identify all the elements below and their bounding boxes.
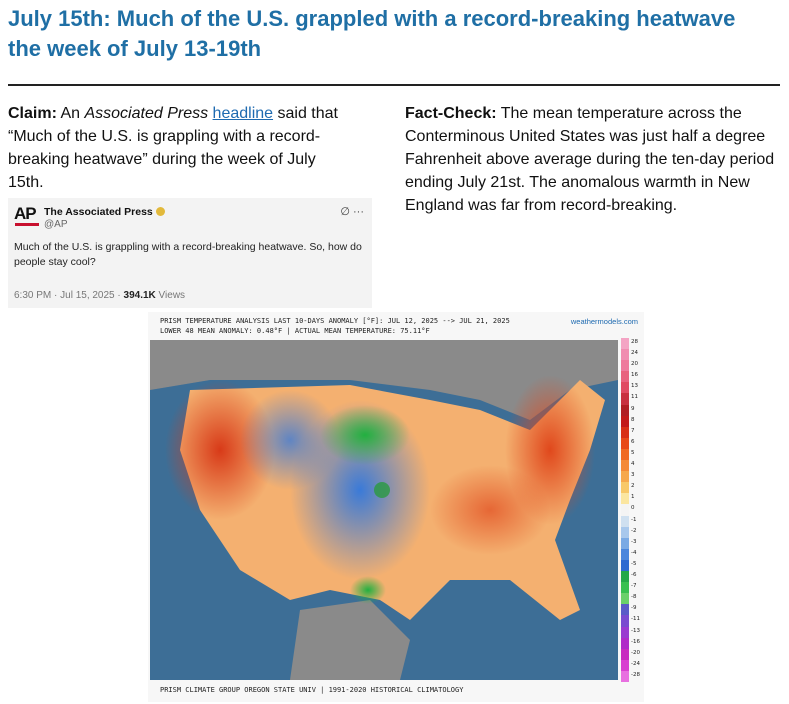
scale-label: 24 xyxy=(631,350,638,357)
claim-text: said that “Much of the U.S. is grappling… xyxy=(8,105,338,191)
scale-label: 2 xyxy=(631,483,635,490)
fact-check-paragraph: Fact-Check: The mean temperature across … xyxy=(405,102,775,217)
scale-swatch xyxy=(621,670,629,683)
scale-label: -11 xyxy=(631,616,640,623)
scale-label: -16 xyxy=(631,638,640,645)
scale-swatch xyxy=(621,659,629,672)
fact-check-text: The mean temperature across the Contermi… xyxy=(405,105,775,214)
scale-swatch xyxy=(621,515,629,528)
scale-swatch xyxy=(621,360,629,372)
scale-label: -1 xyxy=(631,516,637,523)
map-source: weathermodels.com xyxy=(570,317,638,326)
scale-label: -3 xyxy=(631,538,637,545)
scale-swatch xyxy=(621,559,629,572)
scale-swatch xyxy=(621,382,629,394)
scale-label: 6 xyxy=(631,438,635,445)
scale-swatch xyxy=(621,526,629,539)
scale-swatch xyxy=(621,482,629,494)
tweet-meta: 6:30 PM · Jul 15, 2025 · 394.1K Views xyxy=(14,290,185,301)
scale-swatch xyxy=(621,593,629,605)
scale-swatch xyxy=(621,648,629,661)
tweet-views-label: Views xyxy=(155,290,186,301)
scale-swatch xyxy=(621,537,629,550)
scale-label: -20 xyxy=(631,649,640,656)
scale-label: 5 xyxy=(631,449,635,456)
scale-swatch xyxy=(621,460,629,472)
scale-swatch xyxy=(621,571,629,583)
scale-label: -28 xyxy=(631,671,640,678)
map-image xyxy=(150,340,618,680)
scale-label: 3 xyxy=(631,472,635,479)
tweet-author-name: The Associated Press xyxy=(44,206,153,218)
map-footer: PRISM CLIMATE GROUP OREGON STATE UNIV | … xyxy=(160,686,464,694)
scale-label: -24 xyxy=(631,660,640,667)
scale-swatch xyxy=(621,471,629,483)
scale-swatch xyxy=(621,637,629,650)
scale-swatch xyxy=(621,393,629,406)
headline-link[interactable]: headline xyxy=(212,105,274,122)
color-scale-legend: 28 24 20 16 13 11 9 8 7 6 5 4 3 2 1 0 -1 -2 -3 -4 -5 -6 -7 -8 -9… xyxy=(621,338,641,683)
scale-label: 13 xyxy=(631,383,638,390)
scale-swatch xyxy=(621,504,629,517)
claim-paragraph: Claim: An Associated Press headline said… xyxy=(8,102,348,194)
tweet-time: 6:30 PM · Jul 15, 2025 · xyxy=(14,290,124,301)
tweet-more-icon[interactable]: ∅ ··· xyxy=(340,206,364,218)
map-header-line1: PRISM TEMPERATURE ANALYSIS LAST 10-DAYS … xyxy=(160,317,510,325)
scale-label: 1 xyxy=(631,494,635,501)
scale-swatch xyxy=(621,448,629,461)
scale-swatch xyxy=(621,404,629,417)
scale-swatch xyxy=(621,626,629,639)
scale-label: -9 xyxy=(631,605,637,612)
scale-label: 11 xyxy=(631,394,638,401)
claim-outlet: Associated Press xyxy=(84,105,209,122)
scale-label: 16 xyxy=(631,372,638,379)
scale-swatch xyxy=(621,349,629,361)
scale-label: -13 xyxy=(631,627,640,634)
divider xyxy=(8,84,780,86)
scale-label: 9 xyxy=(631,405,635,412)
scale-swatch xyxy=(621,437,629,450)
tweet-handle: @AP xyxy=(44,219,68,230)
scale-label: -6 xyxy=(631,572,637,579)
scale-swatch xyxy=(621,582,629,594)
claim-pre: An xyxy=(56,105,85,122)
scale-swatch xyxy=(621,415,629,428)
scale-label: 28 xyxy=(631,339,638,345)
scale-label: 20 xyxy=(631,361,638,368)
embedded-tweet: AP The Associated Press @AP ∅ ··· Much o… xyxy=(8,198,372,308)
map-header-line2: LOWER 48 MEAN ANOMALY: 0.48°F | ACTUAL M… xyxy=(160,327,430,335)
page-title: July 15th: Much of the U.S. grappled wit… xyxy=(8,6,736,61)
scale-label: -2 xyxy=(631,527,637,534)
scale-label: 0 xyxy=(631,505,635,512)
scale-swatch xyxy=(621,426,629,439)
scale-swatch xyxy=(621,371,629,383)
scale-label: -7 xyxy=(631,583,637,590)
temperature-anomaly-map: PRISM TEMPERATURE ANALYSIS LAST 10-DAYS … xyxy=(148,312,644,702)
scale-swatch xyxy=(621,604,629,616)
scale-label: 8 xyxy=(631,416,635,423)
verified-badge-icon xyxy=(155,207,165,216)
scale-label: 7 xyxy=(631,427,635,434)
scale-label: -5 xyxy=(631,560,637,567)
scale-swatch xyxy=(621,548,629,561)
scale-label: 4 xyxy=(631,461,635,468)
tweet-author: The Associated Press xyxy=(44,206,165,218)
scale-label: -4 xyxy=(631,549,637,556)
claim-label: Claim: xyxy=(8,105,57,122)
scale-label: -8 xyxy=(631,594,637,601)
scale-swatch xyxy=(621,615,629,627)
scale-swatch xyxy=(621,338,629,350)
ap-logo: AP xyxy=(14,204,37,223)
fact-check-label: Fact-Check: xyxy=(405,105,497,122)
ap-logo-bar xyxy=(15,223,39,226)
tweet-text: Much of the U.S. is grappling with a rec… xyxy=(14,241,362,268)
scale-swatch xyxy=(621,493,629,505)
tweet-views-count: 394.1K xyxy=(123,290,156,301)
